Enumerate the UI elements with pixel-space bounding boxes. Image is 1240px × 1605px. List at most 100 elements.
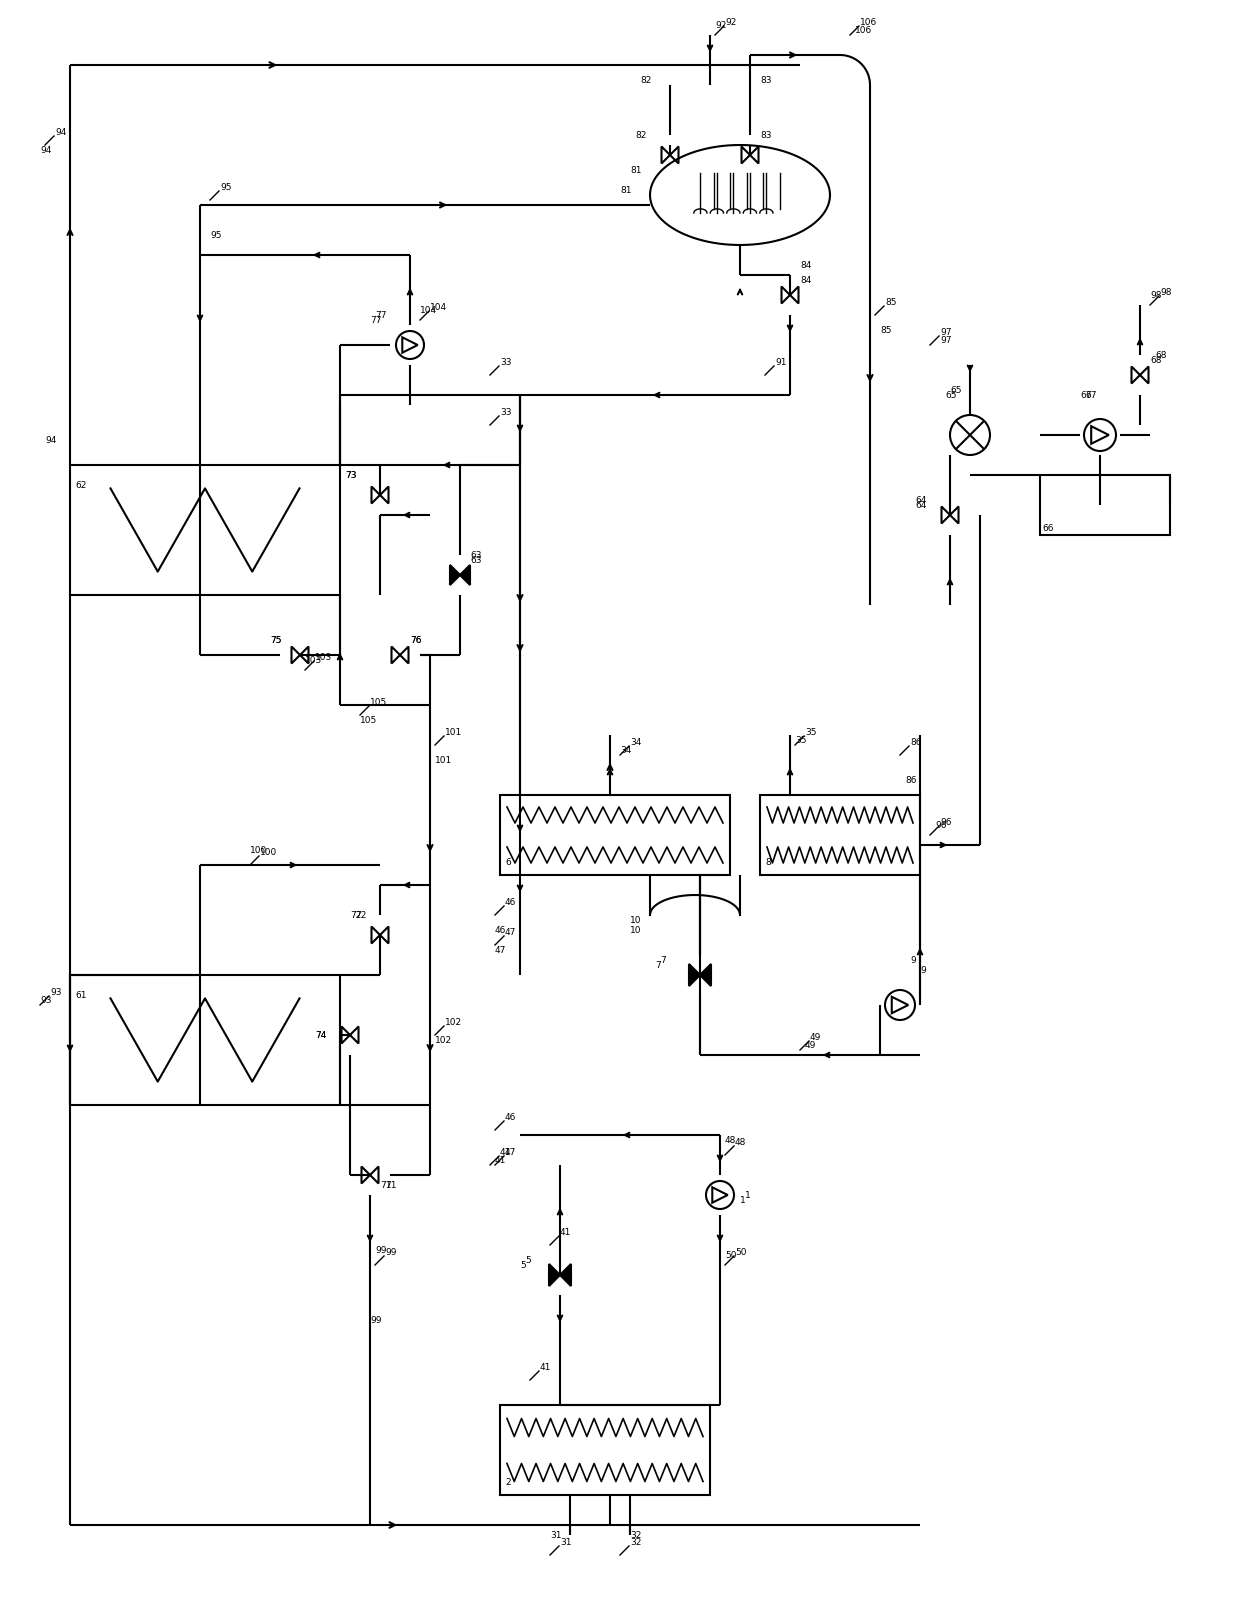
- Text: 85: 85: [880, 326, 892, 335]
- Text: 84: 84: [800, 276, 811, 286]
- Text: 10: 10: [630, 916, 641, 924]
- Text: 97: 97: [940, 335, 951, 345]
- Text: 99: 99: [384, 1249, 397, 1257]
- Text: 101: 101: [435, 756, 453, 766]
- Text: 100: 100: [260, 847, 278, 857]
- Text: 71: 71: [379, 1181, 392, 1189]
- Text: 93: 93: [50, 989, 62, 997]
- Text: 72: 72: [350, 912, 361, 920]
- Text: 65: 65: [950, 385, 961, 395]
- Text: 48: 48: [735, 1138, 746, 1148]
- Text: 33: 33: [500, 408, 511, 417]
- Text: 73: 73: [345, 470, 357, 480]
- Text: 67: 67: [1080, 392, 1091, 400]
- Bar: [69, 974, 340, 1104]
- Bar: [500, 1404, 711, 1494]
- Text: 32: 32: [630, 1538, 641, 1547]
- Text: 94: 94: [40, 146, 51, 156]
- Text: 2: 2: [505, 1478, 511, 1486]
- Text: 77: 77: [370, 316, 382, 324]
- Text: 77: 77: [374, 311, 387, 319]
- Text: 68: 68: [1149, 356, 1162, 364]
- Text: 92: 92: [725, 18, 737, 27]
- Text: 41: 41: [539, 1363, 552, 1372]
- Text: 92: 92: [715, 21, 727, 30]
- Text: 99: 99: [370, 1316, 382, 1326]
- Text: 93: 93: [40, 997, 52, 1005]
- Text: 48: 48: [725, 1136, 737, 1144]
- Text: 9: 9: [920, 966, 926, 974]
- Text: 46: 46: [505, 899, 516, 907]
- Text: 7: 7: [660, 957, 666, 965]
- Text: 86: 86: [910, 738, 921, 746]
- Text: 82: 82: [635, 132, 646, 140]
- Text: 1: 1: [745, 1191, 750, 1201]
- Text: 105: 105: [370, 698, 387, 706]
- Text: 102: 102: [435, 1035, 453, 1045]
- Text: 34: 34: [630, 738, 641, 746]
- Text: 96: 96: [940, 819, 951, 827]
- Text: 106: 106: [861, 18, 877, 27]
- Text: 75: 75: [270, 636, 281, 645]
- Text: 95: 95: [219, 183, 232, 193]
- Polygon shape: [460, 565, 470, 584]
- Text: 33: 33: [500, 358, 511, 368]
- Text: 35: 35: [795, 737, 806, 745]
- Text: 63: 63: [470, 555, 481, 565]
- Text: 7: 7: [655, 961, 661, 969]
- Text: 32: 32: [630, 1531, 641, 1541]
- Text: 68: 68: [1154, 351, 1167, 360]
- Text: 73: 73: [345, 470, 357, 480]
- Text: 47: 47: [495, 945, 506, 955]
- Text: 75: 75: [270, 636, 281, 645]
- Text: 5: 5: [520, 1262, 526, 1270]
- Text: 64: 64: [915, 501, 926, 510]
- Text: 72: 72: [355, 912, 366, 920]
- Text: 35: 35: [805, 729, 816, 737]
- Text: 86: 86: [905, 775, 916, 785]
- Text: 9: 9: [910, 957, 916, 965]
- Polygon shape: [701, 965, 711, 985]
- Text: 102: 102: [445, 1018, 463, 1027]
- Text: 10: 10: [630, 926, 641, 936]
- Text: 106: 106: [856, 26, 872, 35]
- Text: 99: 99: [374, 1245, 387, 1255]
- Text: 50: 50: [725, 1250, 737, 1260]
- Text: 97: 97: [940, 327, 951, 337]
- Text: 67: 67: [1085, 392, 1096, 400]
- Text: 105: 105: [360, 716, 377, 725]
- Text: 91: 91: [775, 358, 786, 368]
- Text: 85: 85: [885, 299, 897, 307]
- Text: 100: 100: [250, 846, 268, 855]
- Text: 83: 83: [760, 75, 771, 85]
- Text: 82: 82: [640, 75, 651, 85]
- Text: 104: 104: [430, 303, 448, 311]
- Bar: [69, 465, 340, 595]
- Text: 66: 66: [1042, 523, 1054, 533]
- Text: 103: 103: [315, 653, 332, 661]
- Text: 76: 76: [410, 636, 422, 645]
- Text: 6: 6: [505, 859, 511, 867]
- Text: 83: 83: [760, 132, 771, 140]
- Text: 5: 5: [525, 1257, 531, 1265]
- Text: 103: 103: [305, 656, 322, 664]
- Bar: [1040, 475, 1171, 534]
- Polygon shape: [549, 1265, 560, 1286]
- Text: 1: 1: [740, 1196, 745, 1205]
- Text: 46: 46: [495, 926, 506, 936]
- Text: 104: 104: [420, 307, 438, 315]
- Text: 46: 46: [505, 1112, 516, 1122]
- Text: 41: 41: [500, 1148, 511, 1157]
- Text: 47: 47: [505, 928, 516, 937]
- Text: 74: 74: [315, 1030, 326, 1040]
- Text: 65: 65: [945, 392, 956, 400]
- Bar: [500, 794, 730, 875]
- Text: 96: 96: [935, 822, 946, 830]
- Text: 98: 98: [1149, 291, 1162, 300]
- Text: 47: 47: [505, 1148, 516, 1157]
- Polygon shape: [689, 965, 701, 985]
- Text: 84: 84: [800, 262, 811, 270]
- Text: 49: 49: [805, 1042, 816, 1050]
- Text: 62: 62: [74, 482, 87, 490]
- Text: 31: 31: [560, 1538, 572, 1547]
